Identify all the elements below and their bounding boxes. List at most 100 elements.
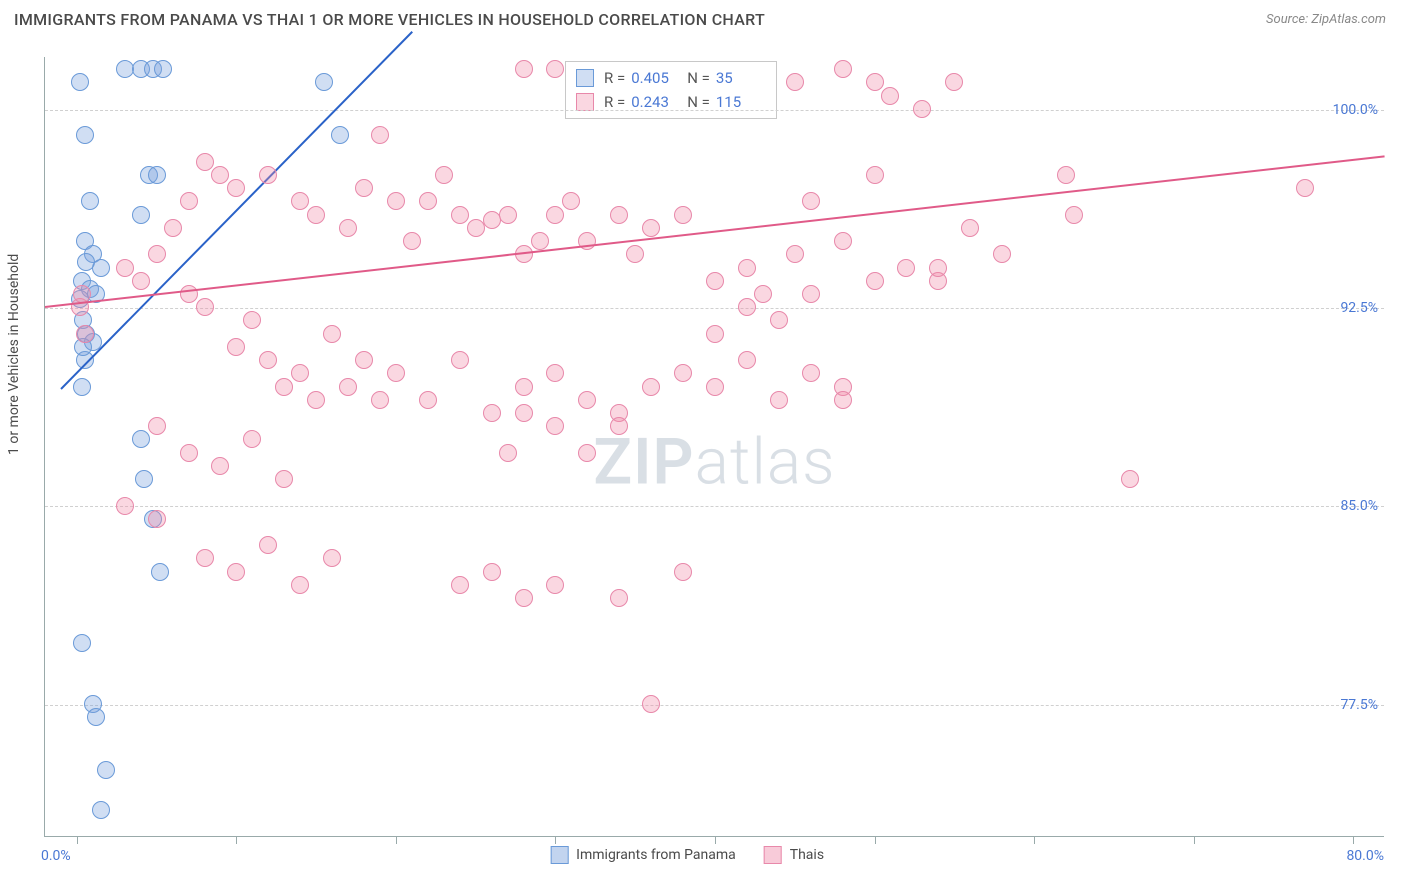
scatter-point bbox=[897, 259, 915, 277]
scatter-point bbox=[945, 73, 963, 91]
n-value-0: 35 bbox=[716, 66, 766, 90]
scatter-point bbox=[1296, 179, 1314, 197]
scatter-point bbox=[993, 245, 1011, 263]
scatter-point bbox=[786, 245, 804, 263]
y-tick-label: 100.0% bbox=[1333, 102, 1378, 118]
scatter-point bbox=[116, 259, 134, 277]
scatter-point bbox=[76, 126, 94, 144]
scatter-point bbox=[92, 801, 110, 819]
scatter-point bbox=[148, 417, 166, 435]
scatter-point bbox=[307, 206, 325, 224]
scatter-point bbox=[355, 179, 373, 197]
y-tick-label: 77.5% bbox=[1340, 697, 1378, 713]
scatter-point bbox=[259, 536, 277, 554]
scatter-point bbox=[642, 378, 660, 396]
scatter-point bbox=[610, 417, 628, 435]
scatter-point bbox=[1057, 166, 1075, 184]
x-tick bbox=[1034, 836, 1035, 844]
scatter-point bbox=[291, 192, 309, 210]
scatter-point bbox=[73, 634, 91, 652]
source-label: Source: ZipAtlas.com bbox=[1266, 12, 1386, 27]
x-tick bbox=[715, 836, 716, 844]
scatter-point bbox=[435, 166, 453, 184]
scatter-point bbox=[802, 285, 820, 303]
scatter-point bbox=[154, 60, 172, 78]
scatter-point bbox=[546, 206, 564, 224]
scatter-point bbox=[339, 219, 357, 237]
x-tick bbox=[77, 836, 78, 844]
scatter-point bbox=[227, 563, 245, 581]
scatter-point bbox=[706, 378, 724, 396]
scatter-point bbox=[227, 179, 245, 197]
scatter-point bbox=[738, 259, 756, 277]
scatter-point bbox=[97, 761, 115, 779]
scatter-point bbox=[387, 192, 405, 210]
scatter-point bbox=[116, 497, 134, 515]
scatter-point bbox=[881, 87, 899, 105]
scatter-point bbox=[148, 166, 166, 184]
scatter-point bbox=[738, 351, 756, 369]
gridline bbox=[45, 110, 1384, 111]
scatter-point bbox=[546, 60, 564, 78]
scatter-point bbox=[546, 576, 564, 594]
scatter-point bbox=[315, 73, 333, 91]
scatter-point bbox=[180, 192, 198, 210]
scatter-point bbox=[929, 259, 947, 277]
scatter-point bbox=[834, 60, 852, 78]
scatter-point bbox=[802, 192, 820, 210]
scatter-point bbox=[770, 311, 788, 329]
scatter-point bbox=[674, 563, 692, 581]
scatter-point bbox=[371, 126, 389, 144]
scatter-point bbox=[674, 364, 692, 382]
scatter-point bbox=[275, 470, 293, 488]
scatter-point bbox=[913, 100, 931, 118]
legend-swatch bbox=[550, 846, 568, 864]
scatter-point bbox=[834, 232, 852, 250]
gridline bbox=[45, 705, 1384, 706]
scatter-point bbox=[76, 325, 94, 343]
scatter-point bbox=[323, 325, 341, 343]
legend-bottom: Immigrants from PanamaThais bbox=[550, 846, 824, 864]
title-bar: IMMIGRANTS FROM PANAMA VS THAI 1 OR MORE… bbox=[0, 0, 1406, 35]
x-tick bbox=[1194, 836, 1195, 844]
scatter-point bbox=[275, 378, 293, 396]
scatter-point bbox=[419, 192, 437, 210]
x-max-label: 80.0% bbox=[1346, 848, 1384, 864]
scatter-point bbox=[754, 285, 772, 303]
scatter-point bbox=[546, 364, 564, 382]
scatter-point bbox=[211, 166, 229, 184]
scatter-point bbox=[148, 510, 166, 528]
y-axis-label: 1 or more Vehicles in Household bbox=[6, 254, 22, 455]
scatter-point bbox=[291, 364, 309, 382]
scatter-point bbox=[738, 298, 756, 316]
swatch-series-1 bbox=[576, 93, 594, 111]
scatter-point bbox=[562, 192, 580, 210]
scatter-point bbox=[419, 391, 437, 409]
scatter-point bbox=[71, 73, 89, 91]
scatter-point bbox=[674, 206, 692, 224]
legend-label: Immigrants from Panama bbox=[576, 847, 736, 863]
x-tick bbox=[396, 836, 397, 844]
scatter-point bbox=[151, 563, 169, 581]
scatter-point bbox=[515, 378, 533, 396]
stats-row-series-0: R = 0.405 N = 35 bbox=[576, 66, 766, 90]
scatter-point bbox=[259, 351, 277, 369]
scatter-point bbox=[371, 391, 389, 409]
swatch-series-0 bbox=[576, 69, 594, 87]
scatter-point bbox=[770, 391, 788, 409]
scatter-point bbox=[87, 708, 105, 726]
scatter-point bbox=[81, 192, 99, 210]
scatter-point bbox=[291, 576, 309, 594]
scatter-point bbox=[307, 391, 325, 409]
regression-line bbox=[60, 31, 412, 389]
scatter-point bbox=[706, 325, 724, 343]
scatter-point bbox=[531, 232, 549, 250]
scatter-point bbox=[355, 351, 373, 369]
scatter-point bbox=[196, 298, 214, 316]
scatter-point bbox=[1065, 206, 1083, 224]
plot-area: ZIPatlas R = 0.405 N = 35 R = 0.243 N = … bbox=[44, 57, 1384, 837]
y-tick-label: 92.5% bbox=[1340, 300, 1378, 316]
scatter-point bbox=[259, 166, 277, 184]
scatter-point bbox=[961, 219, 979, 237]
scatter-point bbox=[132, 272, 150, 290]
